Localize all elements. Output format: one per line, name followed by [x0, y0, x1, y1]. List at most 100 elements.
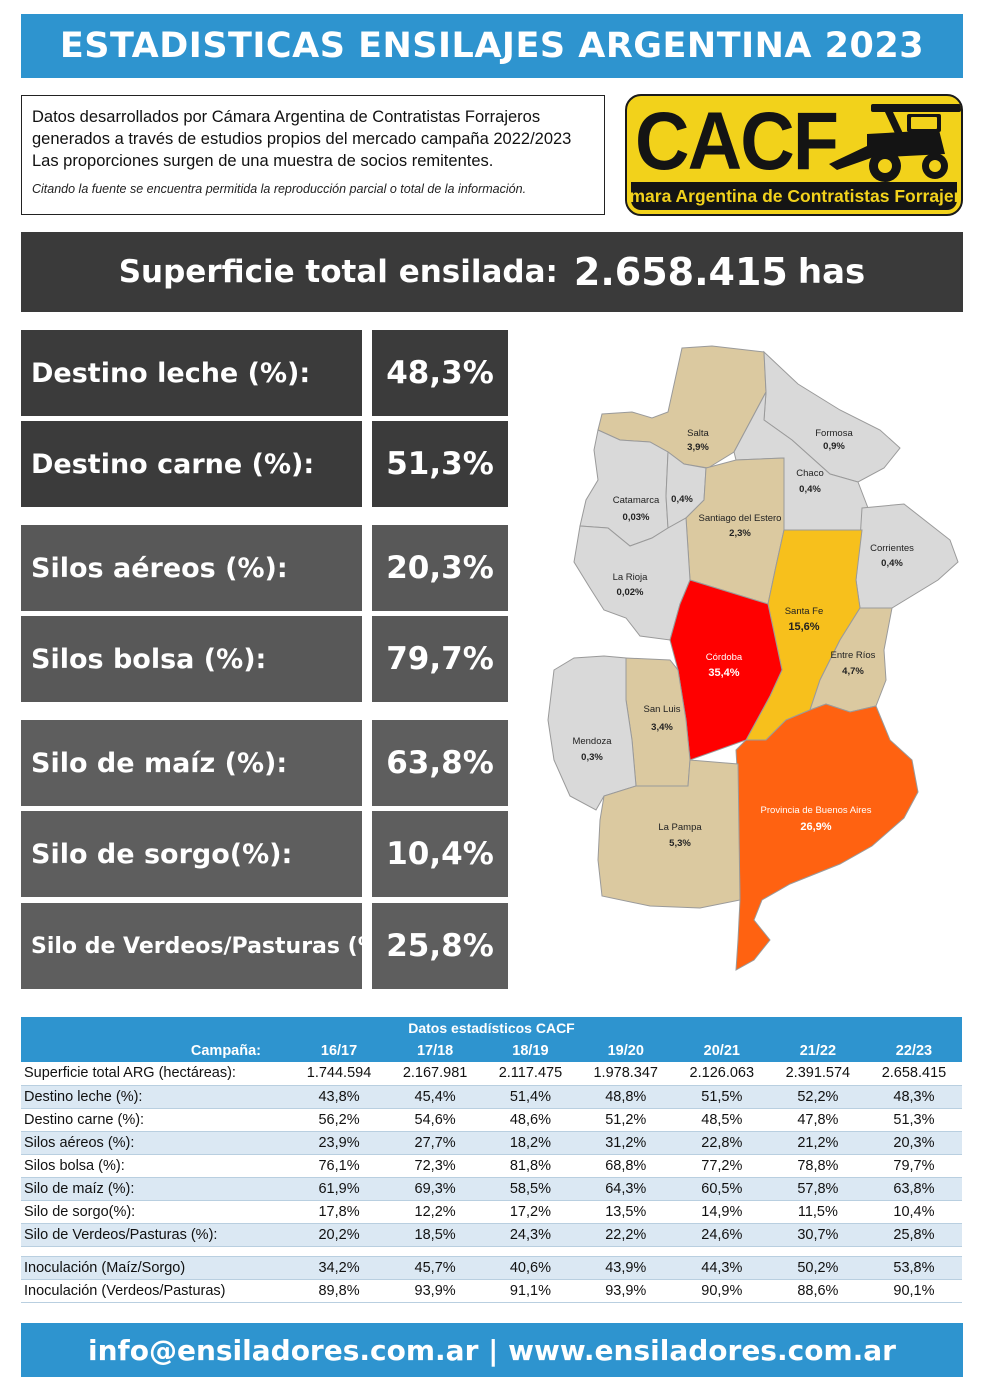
logo-wordmark: CACF — [635, 96, 839, 187]
table-row: Destino leche (%): 43,8% 45,4% 51,4% 48,8% 51… — [21, 1085, 962, 1109]
table-cell: 53,8% — [865, 1256, 962, 1280]
map-label-buenos-aires: Provincia de Buenos Aires — [761, 805, 872, 816]
table-cell: 20,2% — [291, 1223, 388, 1247]
stat-silo-maiz: Silo de maíz (%): 63,8% — [21, 720, 508, 806]
table-cell: 90,1% — [865, 1279, 962, 1303]
table-row: Silo de sorgo(%): 17,8% 12,2% 17,2% 13,5% 14,… — [21, 1200, 962, 1224]
table-cell: 44,3% — [673, 1256, 770, 1280]
table-cell: 14,9% — [673, 1200, 770, 1224]
table-cell: 58,5% — [483, 1177, 578, 1201]
table-cell: 31,2% — [577, 1131, 674, 1155]
map-value-santa-fe: 15,6% — [788, 621, 819, 633]
map-value-la-pampa: 5,3% — [669, 838, 691, 849]
map-value-chaco: 0,4% — [799, 484, 821, 495]
stat-value: 10,4% — [372, 811, 508, 897]
map-value-formosa: 0,9% — [823, 441, 845, 452]
table-row-label: Silos bolsa (%): — [21, 1154, 291, 1178]
map-label-san-luis: San Luis — [644, 704, 681, 715]
table-cell: 43,8% — [291, 1085, 388, 1109]
table-cell: 45,4% — [387, 1085, 484, 1109]
total-surface-bar: Superficie total ensilada: 2.658.415 has — [21, 232, 963, 312]
stat-label: Destino leche (%): — [21, 330, 362, 416]
table-cell: 48,8% — [577, 1085, 674, 1109]
table-header-campaign: 21/22 — [769, 1039, 866, 1062]
province-la-pampa — [597, 759, 741, 909]
map-value-tucuman: 0,4% — [671, 494, 693, 505]
table-row-label: Destino leche (%): — [21, 1085, 291, 1109]
table-cell: 2.126.063 — [673, 1062, 770, 1086]
table-cell: 57,8% — [769, 1177, 866, 1201]
table-cell: 63,8% — [865, 1177, 962, 1201]
page-title: ESTADISTICAS ENSILAJES ARGENTINA 2023 — [21, 14, 963, 78]
cacf-logo: CACF Cámara Argentina de Contratistas Fo… — [625, 94, 963, 216]
stat-label: Silo de sorgo(%): — [21, 811, 362, 897]
table-header-campaign: 19/20 — [577, 1039, 674, 1062]
table-row-label: Superficie total ARG (hectáreas): — [21, 1062, 291, 1086]
table-cell: 12,2% — [387, 1200, 484, 1224]
table-row-label: Silos aéreos (%): — [21, 1131, 291, 1155]
map-label-la-pampa: La Pampa — [658, 822, 702, 833]
table-cell: 56,2% — [291, 1108, 388, 1132]
stat-label: Silos bolsa (%): — [21, 616, 362, 702]
table-cell: 2.658.415 — [865, 1062, 962, 1086]
province-corrientes — [855, 503, 959, 609]
table-cell: 93,9% — [577, 1279, 674, 1303]
table-cell: 21,2% — [769, 1131, 866, 1155]
table-cell: 78,8% — [769, 1154, 866, 1178]
map-label-entre-rios: Entre Ríos — [831, 650, 876, 661]
table-cell: 27,7% — [387, 1131, 484, 1155]
table-header-campaign: 20/21 — [673, 1039, 770, 1062]
stat-silo-verdeos: Silo de Verdeos/Pasturas (%): 25,8% — [21, 903, 508, 989]
intro-source-note: Citando la fuente se encuentra permitida… — [32, 182, 527, 196]
total-value: 2.658.415 — [573, 250, 788, 294]
table-row-label: Silo de Verdeos/Pasturas (%): — [21, 1223, 291, 1247]
table-row: Inoculación (Maíz/Sorgo) 34,2% 45,7% 40,6% 4… — [21, 1256, 962, 1280]
table-cell: 2.167.981 — [387, 1062, 484, 1086]
table-cell: 24,3% — [483, 1223, 578, 1247]
table-cell: 69,3% — [387, 1177, 484, 1201]
table-cell: 77,2% — [673, 1154, 770, 1178]
total-label: Superficie total ensilada: — [118, 254, 558, 290]
table-cell: 60,5% — [673, 1177, 770, 1201]
stat-value: 51,3% — [372, 421, 508, 507]
logo-subtitle: Cámara Argentina de Contratistas Forraje… — [627, 182, 961, 210]
map-value-buenos-aires: 26,9% — [800, 821, 831, 833]
table-cell: 1.978.347 — [577, 1062, 674, 1086]
table-cell: 2.117.475 — [483, 1062, 578, 1086]
table-header-campaign: 16/17 — [291, 1039, 388, 1062]
table-cell: 13,5% — [577, 1200, 674, 1224]
stat-value: 79,7% — [372, 616, 508, 702]
intro-line-1: Datos desarrollados por Cámara Argentina… — [32, 108, 541, 126]
table-cell: 61,9% — [291, 1177, 388, 1201]
map-label-catamarca: Catamarca — [613, 495, 660, 506]
map-value-salta: 3,9% — [687, 442, 709, 453]
map-value-mendoza: 0,3% — [581, 752, 603, 763]
province-buenos-aires — [735, 703, 919, 971]
map-value-corrientes: 0,4% — [881, 558, 903, 569]
table-cell: 34,2% — [291, 1256, 388, 1280]
stat-label: Destino carne (%): — [21, 421, 362, 507]
table-cell: 1.744.594 — [291, 1062, 388, 1086]
table-cell: 51,5% — [673, 1085, 770, 1109]
table-cell: 45,7% — [387, 1256, 484, 1280]
table-cell: 20,3% — [865, 1131, 962, 1155]
table-cell: 72,3% — [387, 1154, 484, 1178]
table-cell: 48,3% — [865, 1085, 962, 1109]
table-cell: 91,1% — [483, 1279, 578, 1303]
table-cell: 51,2% — [577, 1108, 674, 1132]
table-cell: 64,3% — [577, 1177, 674, 1201]
table-cell: 79,7% — [865, 1154, 962, 1178]
table-cell: 17,8% — [291, 1200, 388, 1224]
province-mendoza — [547, 655, 637, 811]
table-cell: 48,5% — [673, 1108, 770, 1132]
map-label-cordoba: Córdoba — [706, 652, 743, 663]
table-header-campaign: 17/18 — [387, 1039, 484, 1062]
stat-label: Silo de maíz (%): — [21, 720, 362, 806]
table-row-label: Inoculación (Maíz/Sorgo) — [21, 1256, 291, 1280]
table-cell: 76,1% — [291, 1154, 388, 1178]
table-cell: 25,8% — [865, 1223, 962, 1247]
table-cell: 11,5% — [769, 1200, 866, 1224]
table-row-label: Silo de maíz (%): — [21, 1177, 291, 1201]
table-header-campaign: 18/19 — [483, 1039, 578, 1062]
stat-value: 48,3% — [372, 330, 508, 416]
